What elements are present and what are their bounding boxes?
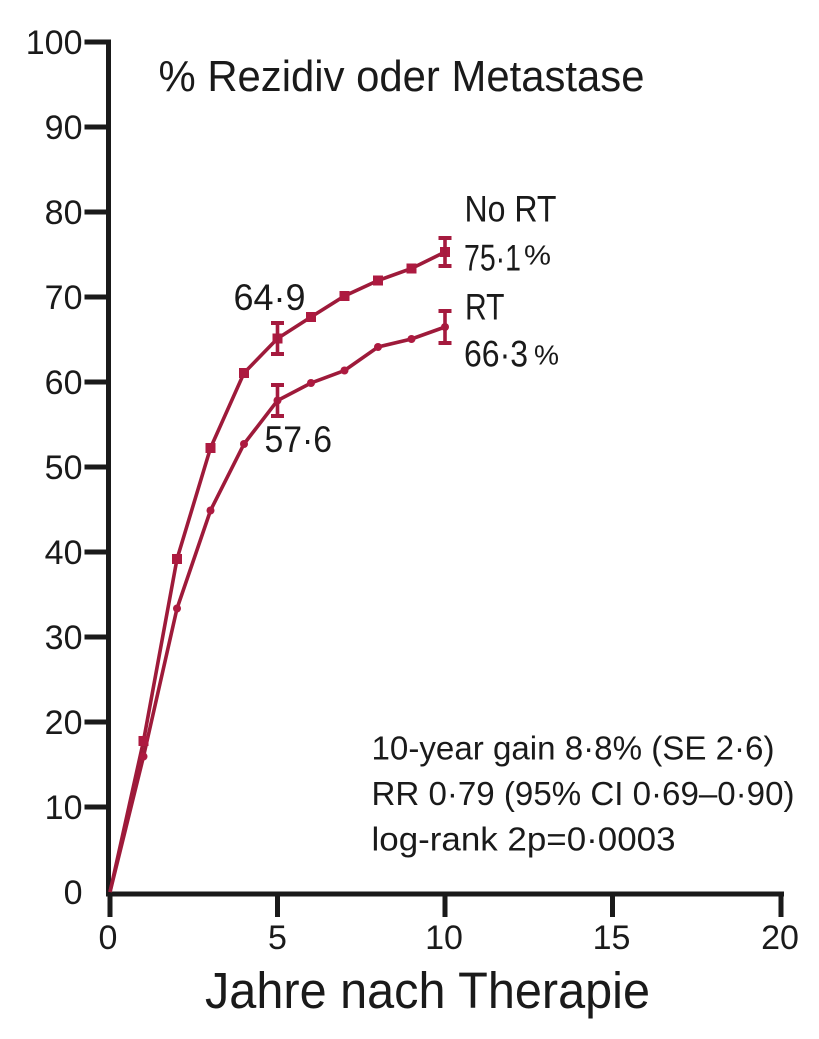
svg-text:%: % [534,340,559,371]
svg-text:20: 20 [761,919,799,957]
svg-text:30: 30 [45,619,83,657]
svg-text:57·6: 57·6 [265,419,333,460]
svg-text:0: 0 [64,874,83,912]
svg-text:75·1: 75·1 [464,238,521,279]
svg-text:80: 80 [45,194,83,232]
svg-text:Jahre nach Therapie: Jahre nach Therapie [205,962,650,1019]
svg-text:0: 0 [99,919,118,957]
svg-text:66·3: 66·3 [464,334,528,375]
svg-text:5: 5 [268,919,287,957]
svg-text:RT: RT [465,287,505,328]
svg-text:10: 10 [425,919,463,957]
svg-text:No RT: No RT [465,188,557,229]
svg-text:64·9: 64·9 [234,277,306,318]
svg-text:60: 60 [45,364,83,402]
svg-text:70: 70 [45,279,83,317]
svg-text:%: % [524,240,551,271]
svg-text:RR 0·79 (95% CI 0·69–0·90): RR 0·79 (95% CI 0·69–0·90) [372,775,795,812]
svg-text:% Rezidiv oder Metastase: % Rezidiv oder Metastase [159,52,645,101]
svg-text:log-rank 2p=0·0003: log-rank 2p=0·0003 [372,821,676,858]
svg-text:20: 20 [45,704,83,742]
svg-text:100: 100 [26,24,83,62]
svg-text:40: 40 [45,534,83,572]
svg-text:10: 10 [45,789,83,827]
svg-text:10-year gain 8·8% (SE 2·6): 10-year gain 8·8% (SE 2·6) [372,729,775,766]
svg-text:15: 15 [593,919,631,957]
svg-text:50: 50 [45,449,83,487]
svg-text:90: 90 [45,109,83,147]
